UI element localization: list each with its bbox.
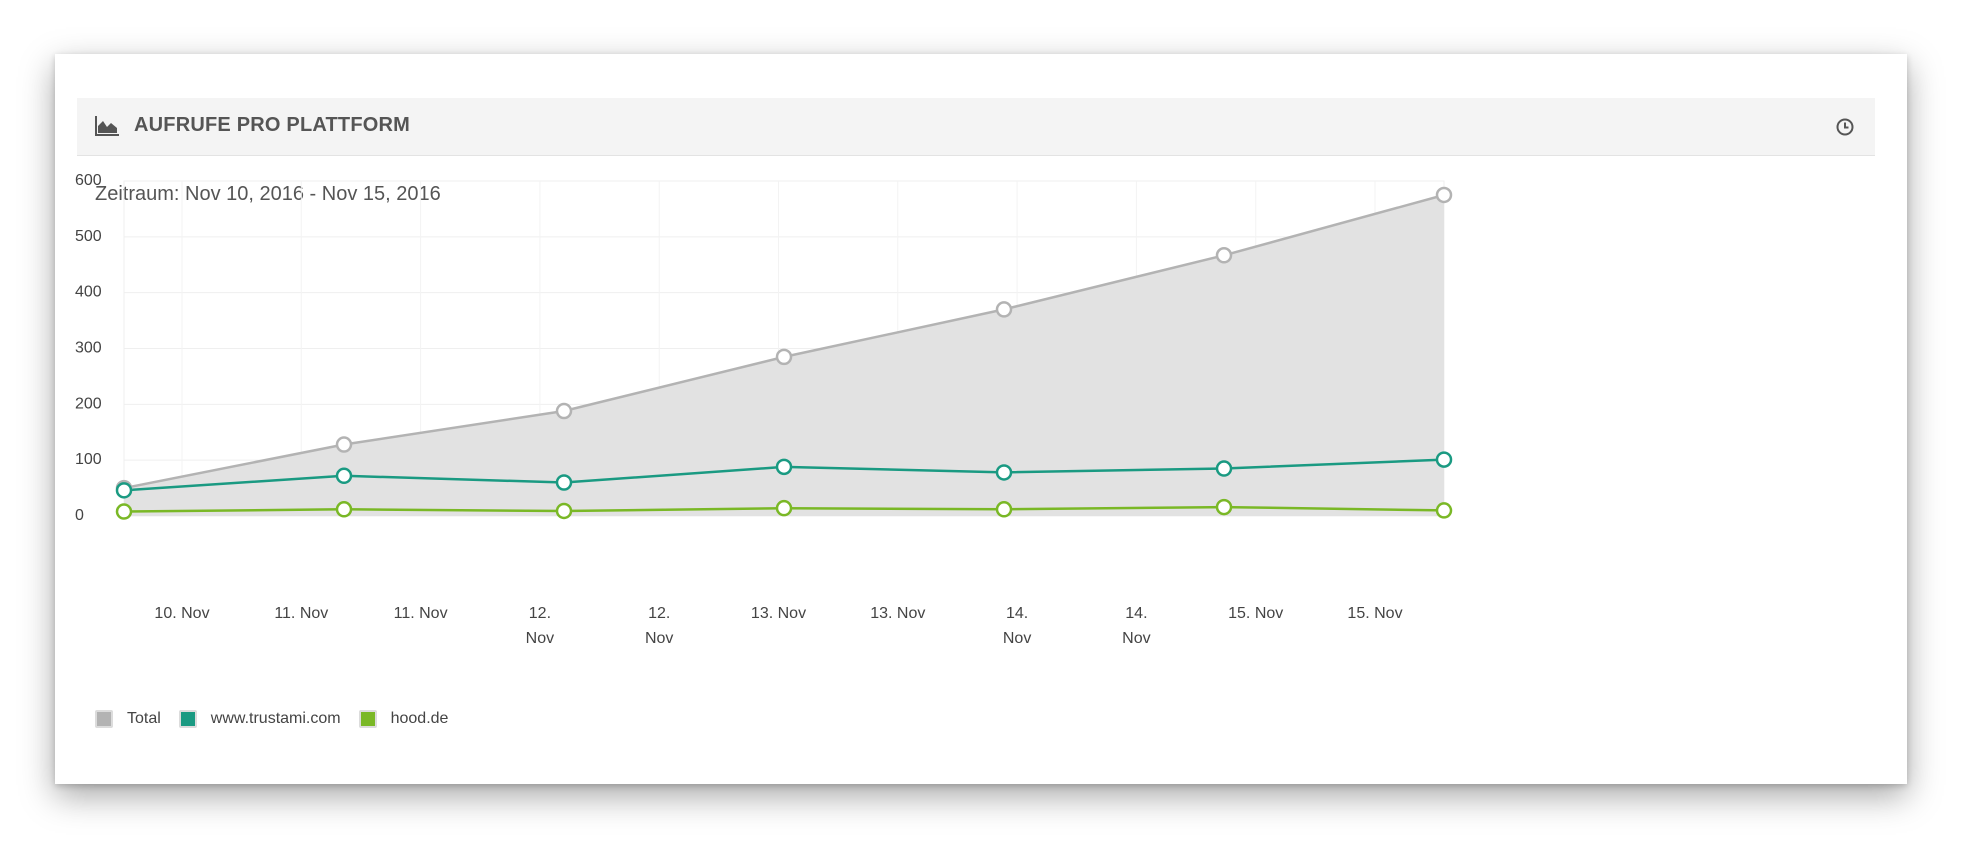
chart-legend: Total www.trustami.com hood.de xyxy=(95,710,466,728)
legend-label: hood.de xyxy=(390,710,449,727)
legend-swatch xyxy=(95,710,113,728)
area-chart-icon xyxy=(95,116,119,136)
widget-header: AUFRUFE PRO PLATTFORM xyxy=(77,98,1875,156)
legend-swatch xyxy=(358,710,377,728)
data-point-2-0 xyxy=(115,503,133,520)
data-point-1-5 xyxy=(1215,460,1233,477)
legend-item[interactable]: hood.de xyxy=(358,710,449,728)
y-tick-label: 0 xyxy=(75,507,84,524)
chart-series xyxy=(115,186,1453,520)
data-point-2-4 xyxy=(995,501,1013,518)
x-tick-label: 12. Nov xyxy=(526,605,554,647)
y-tick-label: 600 xyxy=(75,172,102,189)
data-point-1-0 xyxy=(115,482,133,499)
clock-icon[interactable] xyxy=(1835,117,1855,137)
data-point-0-2 xyxy=(555,402,573,420)
x-tick-label: 13. Nov xyxy=(751,605,806,622)
x-axis: 10. Nov 11. Nov 11. Nov 12. Nov 12. Nov 13. Nov… xyxy=(154,605,1402,647)
legend-swatch xyxy=(178,710,197,728)
data-point-1-2 xyxy=(555,474,573,491)
data-point-1-1 xyxy=(335,467,353,485)
data-point-0-1 xyxy=(335,436,353,453)
y-tick-label: 400 xyxy=(75,284,102,301)
legend-label: www.trustami.com xyxy=(210,710,341,727)
x-tick-label: 13. Nov xyxy=(870,605,925,622)
y-tick-label: 100 xyxy=(75,451,102,468)
data-point-1-4 xyxy=(995,464,1013,481)
x-tick-label: 11. Nov xyxy=(394,605,448,622)
x-tick-label: 14. Nov xyxy=(1122,605,1150,647)
data-point-2-3 xyxy=(775,499,793,517)
period-label: Zeitraum: Nov 10, 2016 - Nov 15, 2016 xyxy=(95,183,441,205)
x-tick-label: 15. Nov xyxy=(1347,605,1402,622)
data-point-2-1 xyxy=(335,501,353,518)
y-tick-label: 200 xyxy=(75,395,102,412)
x-tick-label: 10. Nov xyxy=(154,605,209,622)
data-point-1-6 xyxy=(1435,451,1453,468)
y-axis: 0 100 200 300 400 500 600 xyxy=(75,172,102,524)
legend-label: Total xyxy=(127,710,161,727)
widget-title: AUFRUFE PRO PLATTFORM xyxy=(134,114,411,136)
y-tick-label: 500 xyxy=(75,228,102,245)
legend-item[interactable]: www.trustami.com xyxy=(178,710,341,728)
data-point-1-3 xyxy=(775,458,793,476)
data-point-2-5 xyxy=(1215,498,1233,516)
x-tick-label: 11. Nov xyxy=(274,605,328,622)
data-point-0-6 xyxy=(1435,186,1453,204)
series-area-0 xyxy=(124,195,1444,516)
legend-item[interactable]: Total xyxy=(95,710,161,728)
area-chart: 0 100 200 300 400 500 600 10. Nov 11. Nov 11. No… xyxy=(75,172,1453,647)
data-point-2-6 xyxy=(1435,502,1453,519)
x-tick-label: 15. Nov xyxy=(1228,605,1283,622)
x-tick-label: 14. Nov xyxy=(1003,605,1031,647)
data-point-0-3 xyxy=(775,348,793,366)
data-point-2-2 xyxy=(555,502,573,520)
data-point-0-4 xyxy=(995,301,1013,318)
widget-card: AUFRUFE PRO PLATTFORM Zeitraum: Nov 10, … xyxy=(55,54,1907,784)
y-tick-label: 300 xyxy=(75,340,102,357)
x-tick-label: 12. Nov xyxy=(645,605,673,647)
data-point-0-5 xyxy=(1215,247,1233,264)
